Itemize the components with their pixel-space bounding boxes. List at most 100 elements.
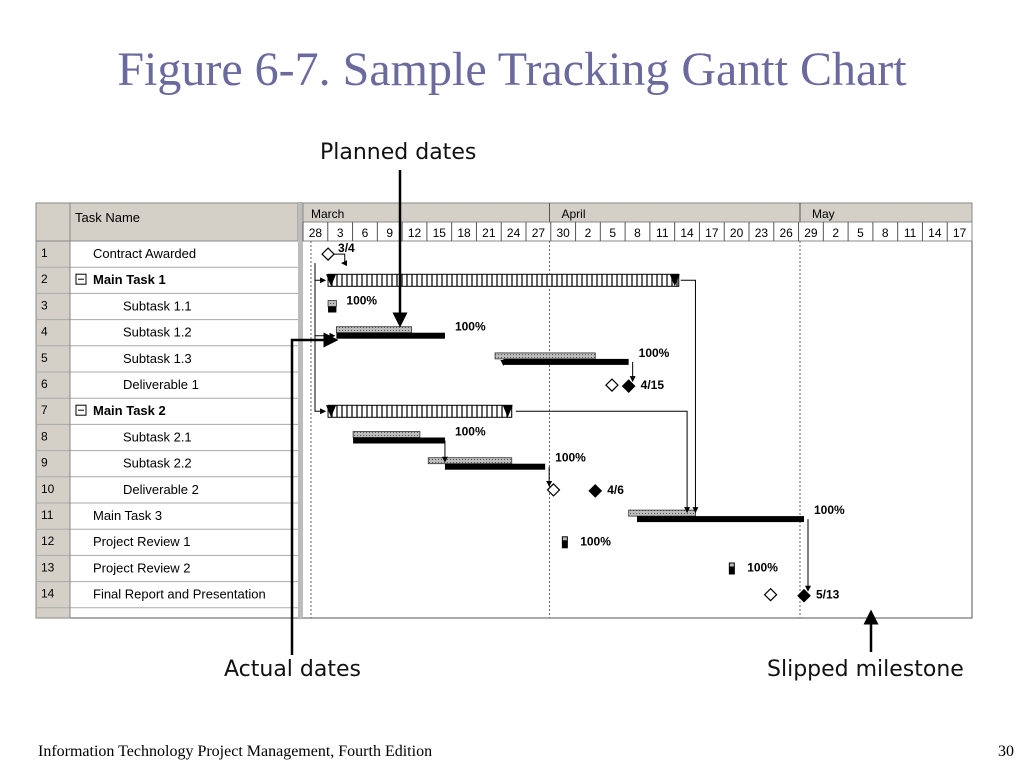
task-id: 11	[41, 508, 54, 522]
planned-bar	[427, 457, 513, 465]
actual-milestone	[588, 484, 603, 498]
milestone-date-label: 4/15	[641, 378, 665, 392]
day-tick-label: 26	[779, 226, 793, 240]
day-tick-label: 29	[804, 226, 818, 240]
day-tick-label: 15	[433, 226, 447, 240]
percent-complete-label: 100%	[455, 425, 486, 439]
planned-bar	[327, 300, 337, 307]
month-label: March	[311, 207, 344, 221]
task-name: Contract Awarded	[93, 246, 196, 261]
page-title: Figure 6-7. Sample Tracking Gantt Chart	[117, 43, 907, 96]
task-name: Project Review 2	[93, 560, 191, 575]
day-tick-label: 18	[457, 226, 471, 240]
day-tick-label: 27	[532, 226, 546, 240]
actual-dates-callout: Actual dates	[224, 657, 361, 682]
percent-complete-label: 100%	[580, 534, 611, 548]
task-id: 13	[41, 560, 55, 574]
percent-complete-label: 100%	[455, 320, 486, 334]
day-tick-label: 14	[680, 226, 694, 240]
month-label: May	[812, 207, 835, 221]
task-id: 1	[41, 246, 48, 260]
table-header-bg	[35, 202, 299, 242]
slipped-milestone-callout: Slipped milestone	[767, 657, 964, 682]
planned-bar	[335, 326, 412, 334]
milestone-date-label: 5/13	[816, 588, 840, 602]
task-name: Deliverable 2	[123, 482, 199, 497]
splitter-bar	[298, 203, 303, 618]
actual-dates-arrow	[290, 332, 339, 655]
percent-complete-label: 100%	[555, 451, 586, 465]
task-name: Main Task 1	[93, 272, 166, 287]
task-name: Project Review 1	[93, 534, 191, 549]
dependency-connector	[334, 253, 348, 267]
day-tick-label: 23	[755, 226, 769, 240]
percent-complete-label: 100%	[346, 294, 377, 308]
day-tick-label: 17	[705, 226, 719, 240]
day-tick-label: 12	[408, 226, 422, 240]
actual-milestone	[621, 379, 636, 393]
task-name: Main Task 3	[93, 508, 162, 523]
milestone-date-label: 4/6	[607, 483, 624, 497]
task-id: 8	[41, 429, 48, 443]
planned-milestone	[763, 587, 778, 602]
actual-bar	[328, 306, 337, 313]
day-tick-label: 11	[656, 226, 669, 240]
review-bar-planned	[562, 537, 567, 541]
month-header	[302, 202, 973, 223]
actual-bar	[637, 516, 804, 523]
task-id: 6	[41, 377, 48, 391]
planned-milestone	[321, 247, 335, 261]
summary-bar	[327, 404, 513, 418]
task-id: 5	[41, 351, 48, 365]
day-tick-label: 5	[857, 226, 864, 240]
day-tick-label: 24	[507, 226, 521, 240]
task-id: 7	[41, 403, 48, 417]
task-name: Subtask 1.3	[123, 351, 192, 366]
dependency-connector	[680, 279, 699, 514]
page-number: 30	[998, 743, 1014, 760]
planned-dates-callout: Planned dates	[320, 140, 477, 165]
day-tick-label: 2	[832, 226, 839, 240]
planned-bar	[494, 352, 596, 360]
planned-bar	[352, 431, 421, 438]
summary-end-cap	[502, 405, 513, 418]
task-name: Deliverable 1	[123, 377, 199, 392]
day-tick-label: 17	[953, 226, 967, 240]
review-bar	[561, 536, 568, 549]
task-name: Subtask 2.2	[123, 456, 192, 471]
dependency-connector	[515, 410, 691, 514]
day-tick-label: 8	[882, 226, 889, 240]
day-tick-label: 9	[386, 226, 393, 240]
task-id: 2	[41, 272, 48, 286]
task-name-header: Task Name	[75, 210, 140, 225]
day-tick-label: 5	[609, 226, 616, 240]
review-bar-planned	[729, 563, 734, 567]
task-id: 12	[41, 534, 55, 548]
actual-bar	[444, 463, 546, 470]
task-name: Subtask 1.2	[123, 325, 192, 340]
task-id: 14	[41, 587, 55, 601]
actual-milestone	[797, 588, 811, 603]
day-tick-label: 3	[337, 226, 344, 240]
task-name: Subtask 1.1	[123, 298, 192, 313]
task-id: 3	[41, 298, 48, 312]
task-id: 10	[41, 482, 55, 496]
percent-complete-label: 100%	[747, 561, 778, 575]
day-tick-label: 28	[309, 226, 323, 240]
planned-milestone	[546, 483, 561, 497]
day-tick-label: 21	[482, 226, 496, 240]
day-tick-label: 20	[730, 226, 744, 240]
day-tick-label: 8	[634, 226, 641, 240]
task-name: Final Report and Presentation	[93, 587, 266, 602]
summary-bar	[327, 273, 680, 287]
summary-end-cap	[669, 274, 680, 287]
day-tick-label: 30	[556, 226, 570, 240]
day-tick-label: 11	[904, 226, 917, 240]
summary-start-cap	[326, 405, 337, 418]
day-tick-label: 6	[362, 226, 369, 240]
task-name: Main Task 2	[93, 403, 166, 418]
planned-bar	[628, 509, 696, 517]
task-id: 9	[41, 456, 48, 470]
actual-bar	[353, 437, 445, 444]
